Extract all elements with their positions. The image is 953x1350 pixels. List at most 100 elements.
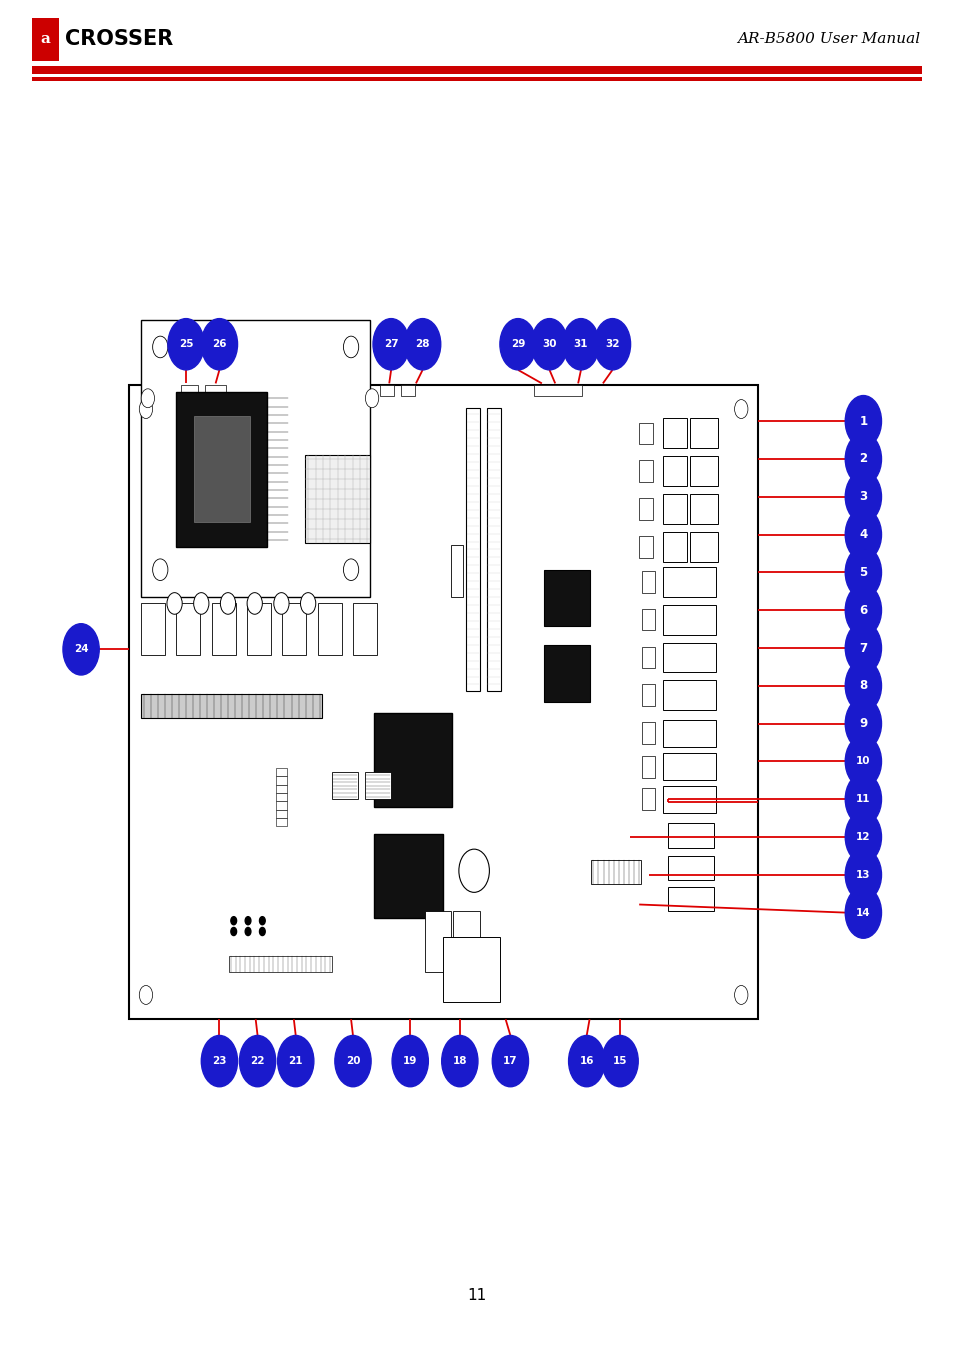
Circle shape [844, 509, 881, 560]
Bar [275, 794, 287, 802]
Circle shape [365, 389, 378, 408]
Text: CROSSER: CROSSER [65, 30, 172, 49]
Bar [543, 645, 589, 702]
Bar [662, 605, 716, 634]
Bar [275, 784, 287, 792]
Bar [212, 603, 235, 655]
Bar [667, 887, 713, 911]
Circle shape [259, 927, 265, 936]
Bar [374, 713, 452, 807]
Circle shape [844, 698, 881, 749]
Bar [275, 810, 287, 818]
Bar [689, 532, 718, 562]
Circle shape [247, 593, 262, 614]
Text: 12: 12 [855, 832, 870, 842]
Circle shape [343, 336, 358, 358]
Text: 3: 3 [859, 490, 866, 504]
Text: 11: 11 [467, 1288, 486, 1304]
Text: 27: 27 [383, 339, 398, 350]
Circle shape [343, 559, 358, 580]
Bar [641, 756, 655, 778]
Circle shape [392, 1035, 428, 1087]
Text: 2: 2 [859, 452, 866, 466]
Circle shape [335, 1035, 371, 1087]
Circle shape [844, 849, 881, 900]
Text: 19: 19 [402, 1056, 417, 1066]
Text: 4: 4 [859, 528, 866, 541]
Circle shape [201, 319, 237, 370]
Circle shape [499, 319, 536, 370]
Text: 10: 10 [855, 756, 870, 767]
Text: a: a [41, 32, 51, 46]
Bar [305, 455, 370, 543]
Text: 20: 20 [345, 1056, 360, 1066]
Circle shape [601, 1035, 638, 1087]
Circle shape [167, 593, 182, 614]
Bar [662, 567, 716, 597]
Bar [662, 643, 716, 672]
Circle shape [141, 389, 154, 408]
Bar [141, 320, 370, 597]
Text: 21: 21 [288, 1056, 303, 1066]
Circle shape [458, 849, 489, 892]
Bar [641, 788, 655, 810]
Text: 22: 22 [250, 1056, 265, 1066]
Bar [275, 802, 287, 810]
Bar [662, 753, 716, 780]
Circle shape [441, 1035, 477, 1087]
Bar [32, 18, 59, 61]
Bar [662, 456, 686, 486]
Circle shape [844, 622, 881, 674]
Bar [317, 603, 341, 655]
Bar [662, 494, 686, 524]
Text: 24: 24 [73, 644, 89, 655]
Circle shape [404, 319, 440, 370]
Bar [689, 494, 718, 524]
Circle shape [168, 319, 204, 370]
Bar [32, 66, 921, 74]
Bar [689, 456, 718, 486]
Bar [229, 956, 332, 972]
Bar [32, 77, 921, 81]
Circle shape [152, 336, 168, 358]
Circle shape [201, 1035, 237, 1087]
Bar [639, 498, 653, 520]
Circle shape [245, 927, 251, 936]
Circle shape [844, 547, 881, 598]
Circle shape [193, 593, 209, 614]
Circle shape [492, 1035, 528, 1087]
Bar [662, 786, 716, 813]
Text: 15: 15 [612, 1056, 627, 1066]
Bar [353, 603, 376, 655]
Bar [662, 532, 686, 562]
Text: 28: 28 [415, 339, 430, 350]
Circle shape [844, 811, 881, 863]
Circle shape [844, 433, 881, 485]
Bar [641, 722, 655, 744]
Circle shape [594, 319, 630, 370]
Circle shape [562, 319, 598, 370]
Bar [639, 423, 653, 444]
Text: 7: 7 [859, 641, 866, 655]
Circle shape [63, 624, 99, 675]
Text: 18: 18 [452, 1056, 467, 1066]
Bar [176, 603, 200, 655]
Bar [365, 772, 391, 799]
Circle shape [844, 585, 881, 636]
Circle shape [245, 917, 251, 925]
Circle shape [734, 986, 747, 1004]
Circle shape [239, 1035, 275, 1087]
Bar [400, 385, 415, 396]
Circle shape [568, 1035, 604, 1087]
Text: 29: 29 [510, 339, 525, 350]
Bar [181, 385, 198, 396]
Bar [662, 680, 716, 710]
Bar [534, 385, 581, 396]
Bar [275, 818, 287, 826]
Bar [332, 772, 357, 799]
Bar [176, 392, 267, 547]
Circle shape [259, 917, 265, 925]
Text: 17: 17 [502, 1056, 517, 1066]
Text: 1: 1 [859, 414, 866, 428]
Bar [282, 603, 306, 655]
